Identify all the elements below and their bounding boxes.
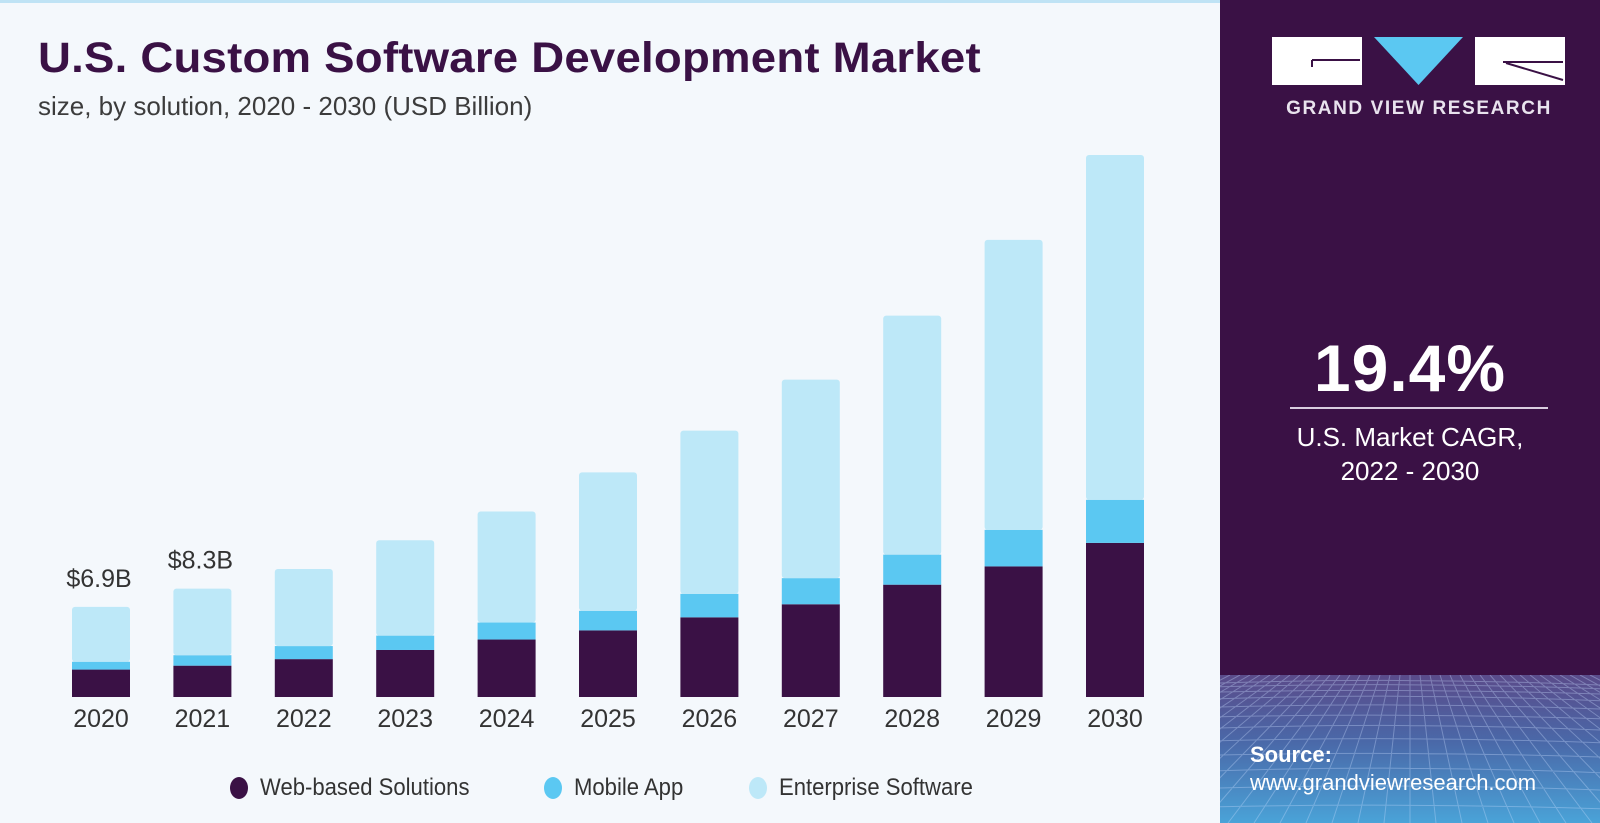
bar-segment-enterprise-software-2029 <box>984 239 1043 530</box>
legend-swatch-mobile-app <box>544 777 563 799</box>
bar-segment-enterprise-software-2024 <box>477 511 536 623</box>
x-tick-label: 2026 <box>682 705 738 733</box>
bar-segment-enterprise-software-2028 <box>883 315 942 555</box>
legend-label: Mobile App <box>574 774 684 801</box>
brand-name: GRAND VIEW RESEARCH <box>1286 98 1552 119</box>
x-tick-label: 2022 <box>276 705 332 733</box>
bar-segment-mobile-app-2020 <box>72 661 130 670</box>
data-label: $8.3B <box>168 547 233 575</box>
bar-segment-enterprise-software-2025 <box>579 472 637 611</box>
x-tick-label: 2024 <box>479 705 535 733</box>
wireframe-grid-background <box>1220 675 1600 823</box>
bar-segment-mobile-app-2024 <box>477 622 536 640</box>
legend-swatch-enterprise-software <box>748 777 767 799</box>
stacked-bar-chart: 2020 $6.9B 2021 $8.3B 2022 2023 2024 2025 2026 20… <box>66 155 1144 733</box>
bar-segment-mobile-app-2030 <box>1086 499 1144 543</box>
bar-segment-enterprise-software-2030 <box>1086 155 1144 500</box>
chart-panel: U.S. Custom Software Development Market … <box>0 34 1220 806</box>
bar-segment-web-based-solutions-2027 <box>781 604 840 697</box>
grand-view-research-logo-icon <box>1272 37 1565 85</box>
cagr-label-line1: U.S. Market CAGR, <box>1296 422 1524 452</box>
info-panel: GRAND VIEW RESEARCH 19.4% U.S. Market CA… <box>1220 0 1600 823</box>
bar-segment-enterprise-software-2026 <box>680 430 739 594</box>
x-tick-label: 2028 <box>884 705 940 733</box>
bar-segment-web-based-solutions-2025 <box>579 630 637 697</box>
bar-segment-enterprise-software-2021 <box>173 588 232 656</box>
cagr-divider <box>1290 407 1548 409</box>
bar-segment-mobile-app-2027 <box>781 578 840 605</box>
legend-label: Enterprise Software <box>778 774 973 801</box>
grid-pattern-icon <box>1220 675 1600 823</box>
legend-item-mobile-app: Mobile App <box>544 774 693 802</box>
x-tick-label: 2025 <box>580 705 636 733</box>
cagr-label: U.S. Market CAGR, 2022 - 2030 <box>1220 420 1600 488</box>
source-url[interactable]: www.grandviewresearch.com <box>1250 770 1537 795</box>
x-tick-label: 2030 <box>1087 705 1143 733</box>
chart-legend: Web-based Solutions Mobile App Enterpris… <box>0 770 1220 806</box>
bar-segment-web-based-solutions-2020 <box>72 669 130 697</box>
legend-swatch-web-based-solutions <box>230 777 249 799</box>
bar-segment-web-based-solutions-2029 <box>984 566 1043 697</box>
bar-segment-mobile-app-2026 <box>680 593 739 618</box>
chart-title: U.S. Custom Software Development Market <box>38 34 981 82</box>
bar-segment-web-based-solutions-2022 <box>274 659 333 697</box>
bar-segment-mobile-app-2025 <box>579 610 637 631</box>
x-tick-label: 2023 <box>377 705 433 733</box>
bar-segment-web-based-solutions-2026 <box>680 617 739 697</box>
x-tick-label: 2027 <box>783 705 839 733</box>
bar-segment-web-based-solutions-2024 <box>477 639 536 697</box>
bar-segment-enterprise-software-2022 <box>274 569 333 647</box>
cagr-value: 19.4% <box>1313 331 1507 405</box>
bar-segment-mobile-app-2028 <box>883 554 942 585</box>
bar-segment-enterprise-software-2027 <box>781 379 840 579</box>
bar-segment-enterprise-software-2020 <box>72 606 130 662</box>
bar-segment-web-based-solutions-2028 <box>883 584 942 697</box>
source-title: Source: <box>1250 742 1332 767</box>
bar-segment-web-based-solutions-2030 <box>1086 542 1144 697</box>
bar-segment-mobile-app-2029 <box>984 529 1043 567</box>
top-accent-line <box>0 0 1220 3</box>
bar-segment-enterprise-software-2023 <box>376 540 435 636</box>
bar-segment-mobile-app-2023 <box>376 635 435 650</box>
grid-lines <box>1220 675 1600 823</box>
x-tick-label: 2021 <box>175 705 231 733</box>
bar-segment-mobile-app-2021 <box>173 655 232 666</box>
x-tick-label: 2020 <box>73 705 129 733</box>
legend-label: Web-based Solutions <box>260 774 470 801</box>
bar-segment-web-based-solutions-2021 <box>173 665 232 697</box>
bar-segment-mobile-app-2022 <box>274 646 333 660</box>
data-label: $6.9B <box>66 565 131 593</box>
chart-subtitle: size, by solution, 2020 - 2030 (USD Bill… <box>38 91 533 121</box>
legend-item-enterprise-software: Enterprise Software <box>748 774 990 802</box>
legend-item-web-based-solutions: Web-based Solutions <box>230 774 488 802</box>
x-tick-label: 2029 <box>986 705 1042 733</box>
bar-segment-web-based-solutions-2023 <box>376 649 435 697</box>
cagr-label-line2: 2022 - 2030 <box>1340 456 1480 486</box>
